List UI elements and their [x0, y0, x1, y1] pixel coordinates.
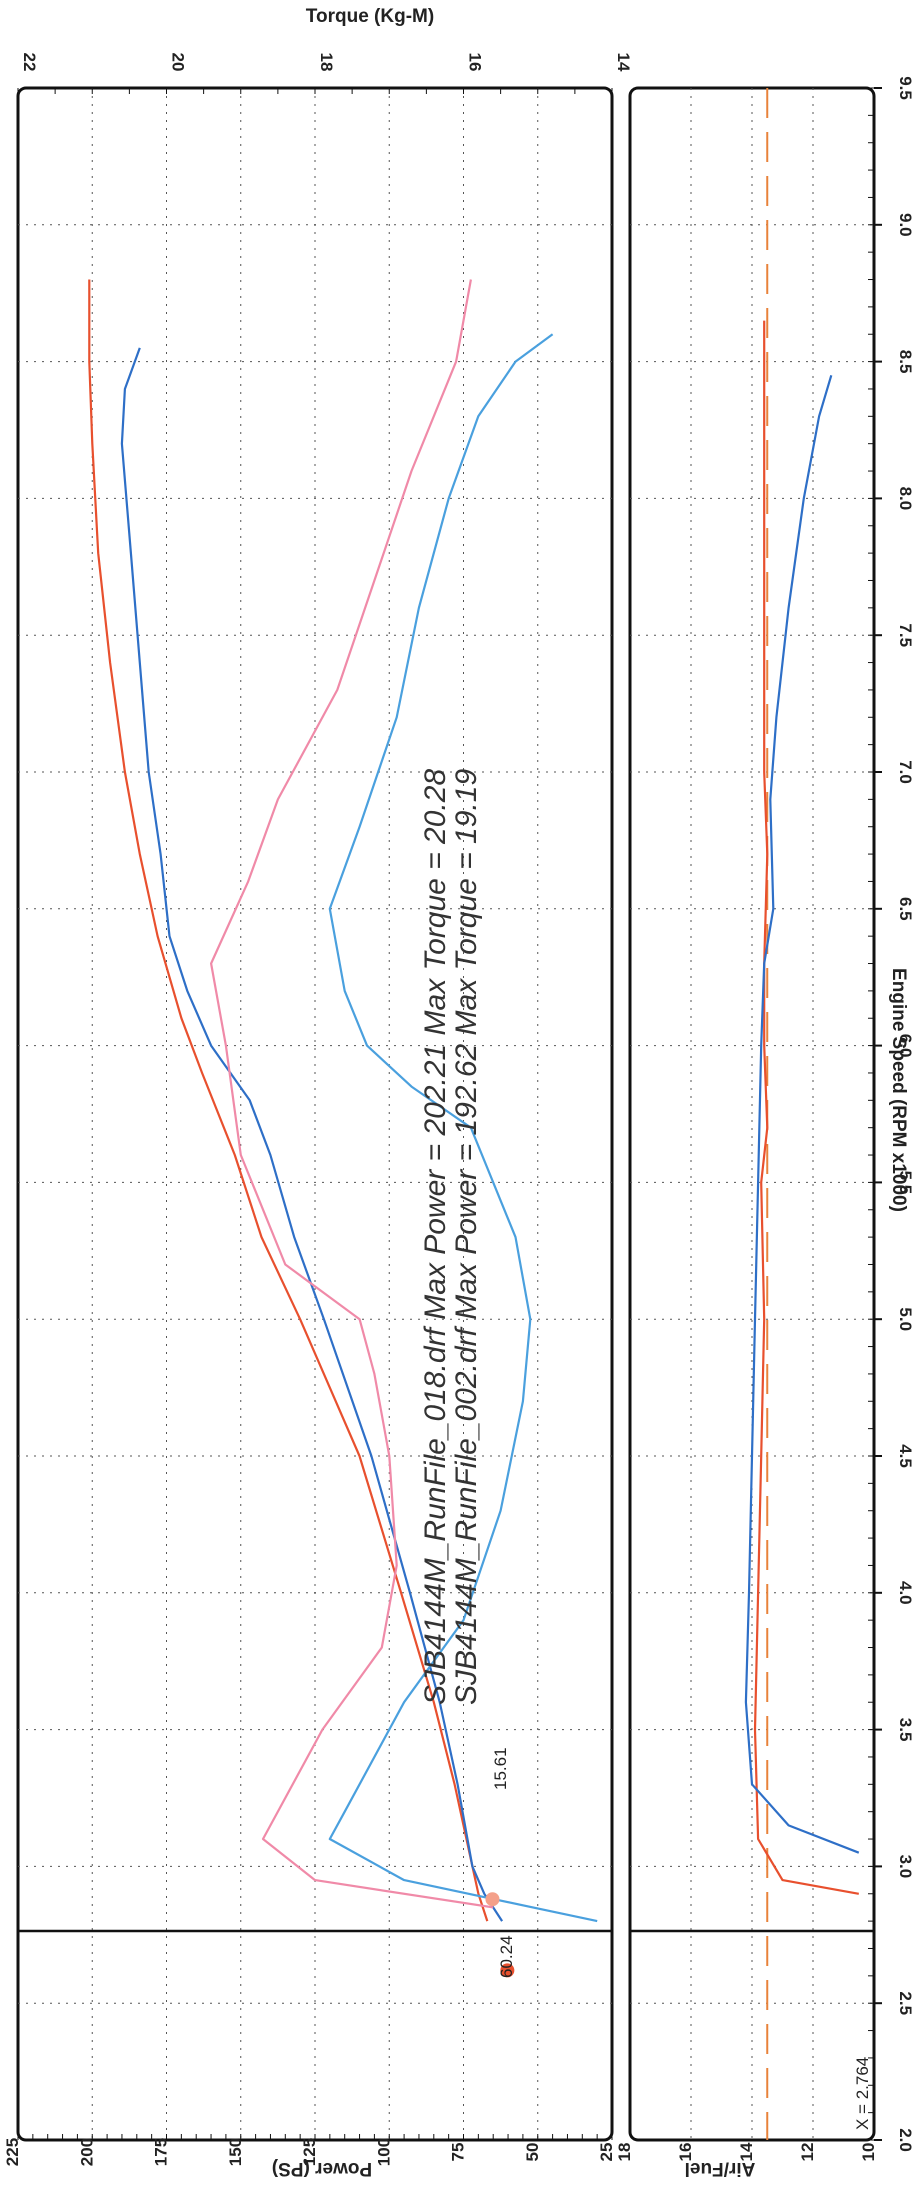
cursor-power-readout: 60.24: [497, 1935, 516, 1978]
power-series-line-1: [120, 347, 504, 1922]
af-axis-title: Air/Fuel: [685, 2158, 756, 2179]
x-axis-title: Engine Speed (RPM x1000): [888, 968, 909, 1212]
rpm-tick-label: 4.5: [896, 1444, 915, 1468]
cursor-torque-readout: 15.61: [491, 1747, 510, 1790]
power-tick-label: 125: [300, 2138, 319, 2166]
power-tick-label: 150: [226, 2138, 245, 2166]
rpm-tick-label: 7.0: [896, 760, 915, 784]
af-tick-label: 14: [737, 2142, 756, 2161]
rpm-tick-label: 8.0: [896, 487, 915, 511]
cursor-x-readout: X = 2.764: [853, 2057, 872, 2130]
rpm-tick-label: 2.0: [896, 2128, 915, 2152]
torque-tick-label: 18: [317, 53, 336, 72]
torque-series-line-2: [210, 279, 494, 1909]
torque-series-line-3: [328, 333, 598, 1923]
cursor-power-marker: [500, 1963, 515, 1978]
power-tick-label: 100: [374, 2138, 393, 2166]
rpm-tick-label: 6.0: [896, 1034, 915, 1058]
power-tick-label: 75: [449, 2143, 468, 2162]
torque-axis-title: Torque (Kg-M): [306, 6, 434, 27]
power-tick-label: 200: [77, 2138, 96, 2166]
torque-tick-label: 20: [169, 53, 188, 72]
legend-entry-run-002: SJB4144M_RunFile_002.drf Max Power = 192…: [450, 769, 483, 1705]
af-tick-label: 18: [615, 2143, 634, 2162]
cursor-torque-marker: [485, 1892, 500, 1907]
power-tick-label: 225: [3, 2138, 22, 2166]
af-tick-label: 10: [859, 2143, 878, 2162]
torque-tick-label: 16: [466, 53, 485, 72]
rpm-tick-label: 3.5: [896, 1718, 915, 1742]
power-axis-title: Power (PS): [272, 2158, 372, 2179]
af-series-line-4: [753, 320, 859, 1895]
rpm-tick-label: 9.5: [896, 76, 915, 100]
af-tick-label: 16: [676, 2143, 695, 2162]
rpm-tick-label: 5.5: [896, 1171, 915, 1195]
rpm-tick-label: 7.5: [896, 623, 915, 647]
af-tick-label: 12: [798, 2143, 817, 2162]
rpm-tick-label: 4.0: [896, 1581, 915, 1605]
rpm-tick-label: 2.5: [896, 1991, 915, 2015]
rpm-tick-label: 8.5: [896, 350, 915, 374]
power-tick-label: 50: [523, 2143, 542, 2162]
torque-tick-label: 22: [20, 53, 39, 72]
power-tick-label: 175: [152, 2138, 171, 2166]
legend-entry-run-018: SJB4144M_RunFile_018.drf Max Power = 202…: [419, 769, 452, 1705]
rpm-tick-label: 6.5: [896, 897, 915, 921]
power-series-line-0: [88, 279, 489, 1922]
rpm-tick-label: 5.0: [896, 1307, 915, 1331]
power-tick-label: 25: [597, 2143, 616, 2162]
af-series-line-5: [744, 374, 860, 1854]
torque-tick-label: 14: [614, 53, 633, 72]
rpm-tick-label: 9.0: [896, 213, 915, 237]
rpm-tick-label: 3.0: [896, 1855, 915, 1879]
